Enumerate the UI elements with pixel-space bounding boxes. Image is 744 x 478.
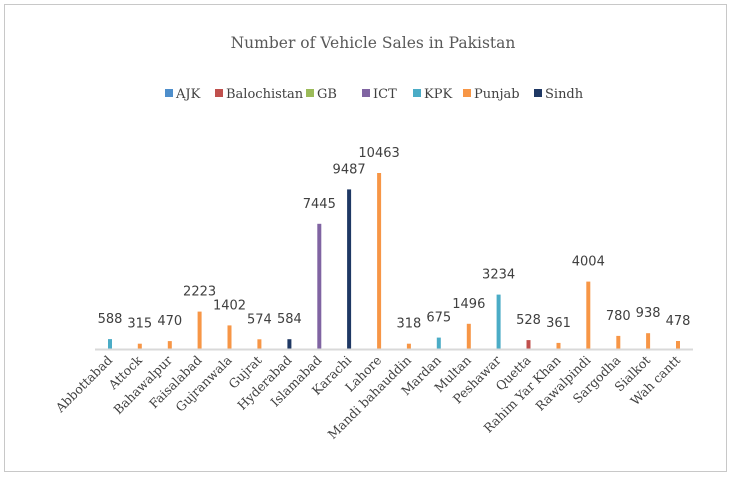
bar-rahim-yar-khan (556, 342, 561, 349)
x-tick-labels-group: AbbottabadAttockBahawalpurFaisalabadGujr… (52, 352, 683, 442)
data-label-multan: 1496 (452, 297, 485, 312)
legend-swatch-ict (362, 89, 370, 97)
legend-swatch-balochistan (215, 89, 223, 97)
bar-gujrat (257, 339, 262, 349)
chart-title: Number of Vehicle Sales in Pakistan (231, 34, 516, 52)
legend-label-gb: GB (317, 87, 337, 102)
bar-rawalpindi (586, 281, 591, 349)
bar-mardan (436, 337, 441, 349)
data-label-gujrat: 574 (247, 312, 272, 327)
data-label-peshawar: 3234 (482, 268, 515, 283)
bar-peshawar (496, 294, 501, 349)
bar-mandi-bahauddin (406, 343, 411, 349)
data-label-rawalpindi: 4004 (572, 255, 605, 270)
bar-gujranwala (227, 325, 232, 349)
legend-label-sindh: Sindh (545, 87, 584, 102)
data-label-faisalabad: 2223 (183, 285, 216, 300)
data-label-bahawalpur: 470 (157, 314, 182, 329)
bar-islamabad (317, 223, 322, 349)
bar-lahore (377, 173, 382, 349)
bar-sargodha (616, 335, 621, 349)
data-label-sargodha: 780 (606, 309, 631, 324)
legend-swatch-punjab (463, 89, 471, 97)
bar-multan (466, 323, 471, 349)
data-label-sialkot: 938 (636, 306, 661, 321)
data-label-wah-cantt: 478 (666, 314, 691, 329)
bar-faisalabad (197, 311, 202, 349)
data-label-attock: 315 (127, 317, 152, 332)
legend-label-ajk: AJK (175, 87, 201, 102)
data-label-lahore: 10463 (358, 146, 399, 161)
legend-label-punjab: Punjab (474, 87, 520, 102)
bar-quetta (526, 340, 531, 349)
bar-abbottabad (108, 339, 112, 349)
data-label-karachi: 9487 (333, 162, 366, 177)
legend-label-kpk: KPK (424, 87, 452, 102)
data-label-mardan: 675 (426, 311, 451, 326)
bar-bahawalpur (167, 341, 172, 349)
legend-swatch-kpk (413, 89, 421, 97)
bars-group (108, 173, 680, 349)
bar-sialkot (646, 333, 651, 349)
legend-swatch-gb (306, 89, 314, 97)
data-label-quetta: 528 (516, 313, 541, 328)
data-label-islamabad: 7445 (303, 197, 336, 212)
data-label-mandi-bahauddin: 318 (396, 317, 421, 332)
bar-hyderabad (287, 339, 292, 349)
data-label-rahim-yar-khan: 361 (546, 316, 571, 331)
x-tick-label-abbottabad: Abbottabad (52, 353, 115, 416)
data-label-gujranwala: 1402 (213, 298, 246, 313)
bar-wah-cantt (676, 341, 680, 349)
bar-attock (137, 343, 142, 349)
chart-frame (4, 4, 727, 472)
legend-label-ict: ICT (373, 87, 397, 102)
bar-karachi (347, 189, 352, 349)
data-label-hyderabad: 584 (277, 312, 302, 327)
legend-swatch-ajk (165, 89, 173, 97)
legend-label-balochistan: Balochistan (226, 87, 304, 102)
data-label-abbottabad: 588 (98, 312, 123, 327)
chart-legend: AJK Balochistan GB ICT KPK Punjab Sindh (165, 87, 584, 102)
legend-swatch-sindh (534, 89, 542, 97)
